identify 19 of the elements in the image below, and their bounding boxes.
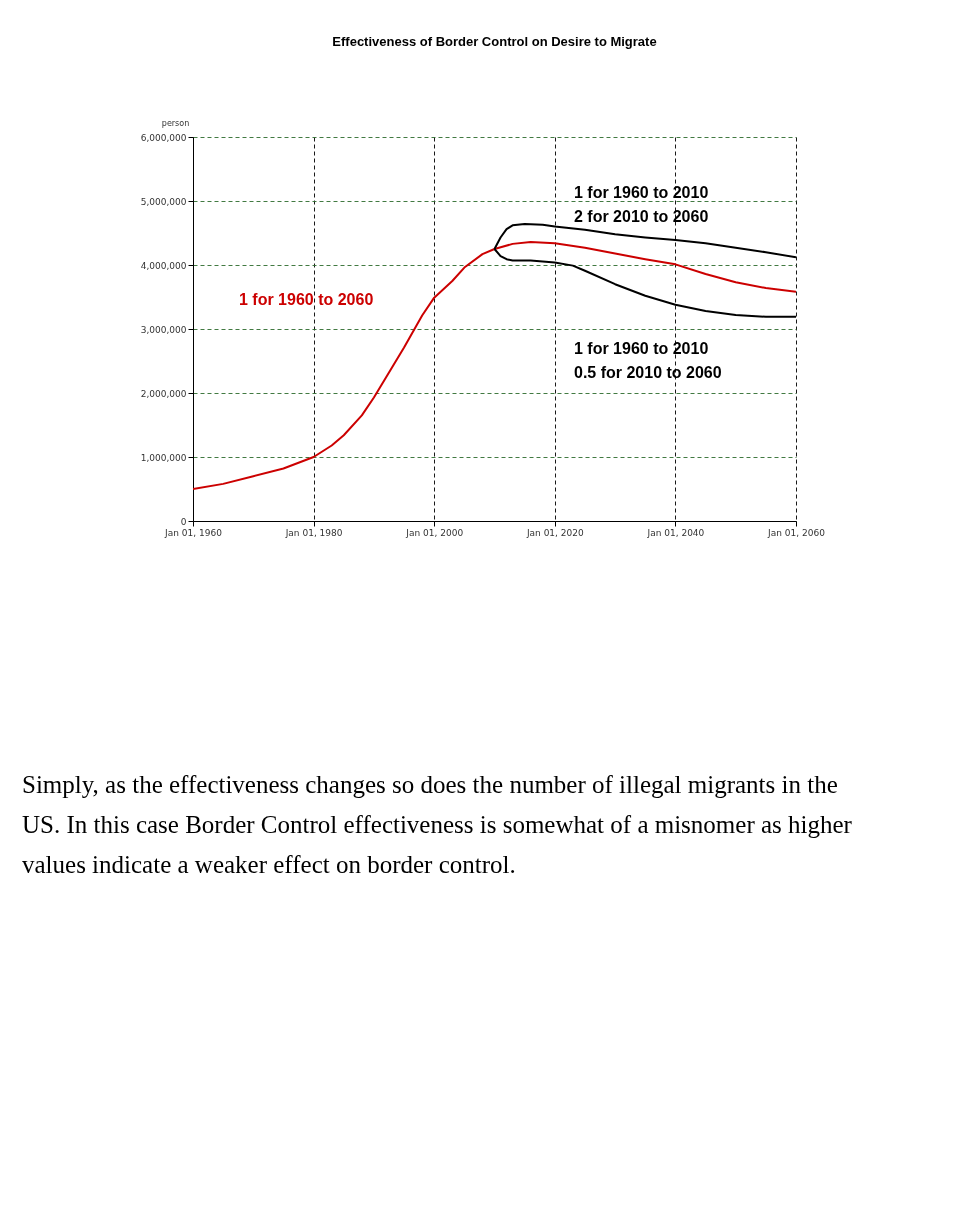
x-tick-label: Jan 01, 2040 (646, 527, 705, 538)
y-tick-label: 1,000,000 (140, 452, 187, 463)
annotation: 1 for 1960 to 2010 0.5 for 2010 to 2060 (574, 340, 722, 381)
y-tick-label: 6,000,000 (140, 132, 187, 143)
y-tick-label: 4,000,000 (140, 260, 187, 271)
y-tick-label: 3,000,000 (140, 324, 187, 335)
y-tick-label: 0 (180, 516, 187, 527)
x-tick-label: Jan 01, 2060 (767, 527, 826, 538)
x-tick-label: Jan 01, 1980 (284, 527, 343, 538)
x-tick-label: Jan 01, 2020 (525, 527, 584, 538)
x-tick-label: Jan 01, 2000 (405, 527, 464, 538)
chart-title: Effectiveness of Border Control on Desire to Migrate (332, 34, 657, 49)
y-axis-title: person (161, 118, 190, 128)
x-tick-label: Jan 01, 1960 (164, 527, 223, 538)
annotation: 1 for 1960 to 2060 (239, 291, 374, 308)
annotation: 1 for 1960 to 2010 2 for 2010 to 2060 (574, 184, 709, 225)
text: Simply, as the effectiveness changes so does the number of illegal migrants in the US. In this case Border Control effectiveness is somewhat of a misnomer as higher values indicate a weaker effect on border control. (22, 770, 853, 880)
y-tick-label: 2,000,000 (140, 388, 187, 399)
y-tick-label: 5,000,000 (140, 196, 187, 207)
